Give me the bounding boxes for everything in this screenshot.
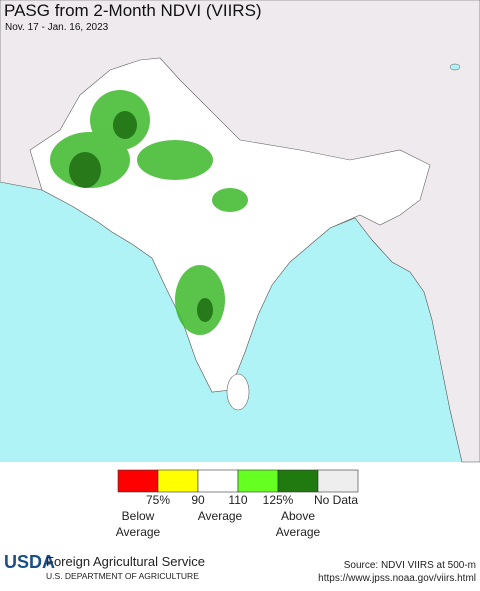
lake: [449, 63, 461, 71]
legend-group: Average: [116, 525, 161, 539]
logo: USDA: [4, 552, 55, 572]
source: Source: NDVI VIIRS at 500-m: [344, 560, 476, 571]
legend-group: Average: [198, 509, 243, 523]
legend-tick: 90: [191, 493, 205, 507]
footer: USDA Foreign Agricultural Service U.S. D…: [4, 552, 476, 584]
legend-box: [317, 469, 359, 493]
legend-tick: 125%: [263, 493, 294, 507]
legend-box: [237, 469, 279, 493]
agency: Foreign Agricultural Service: [46, 554, 205, 569]
legend: 75% 90 110 125% No Data Below Average Average Ab…: [116, 469, 359, 539]
legend-group: Above: [281, 509, 315, 523]
legend-box: [157, 469, 199, 493]
title: PASG from 2-Month NDVI (VIIRS): [4, 1, 262, 20]
legend-box: [277, 469, 319, 493]
sri-lanka: [226, 373, 250, 411]
legend-group: Average: [276, 525, 321, 539]
department: U.S. DEPARTMENT OF AGRICULTURE: [46, 571, 199, 581]
legend-tick: No Data: [314, 493, 358, 507]
subtitle: Nov. 17 - Jan. 16, 2023: [5, 22, 109, 33]
legend-box: [197, 469, 239, 493]
legend-tick: 110: [228, 493, 247, 507]
legend-box: [117, 469, 159, 493]
map: [0, 0, 480, 463]
vegetation-dense: [69, 111, 213, 322]
url: https://www.jpss.noaa.gov/viirs.html: [318, 573, 476, 584]
legend-tick: 75%: [146, 493, 170, 507]
legend-group: Below: [122, 509, 155, 523]
